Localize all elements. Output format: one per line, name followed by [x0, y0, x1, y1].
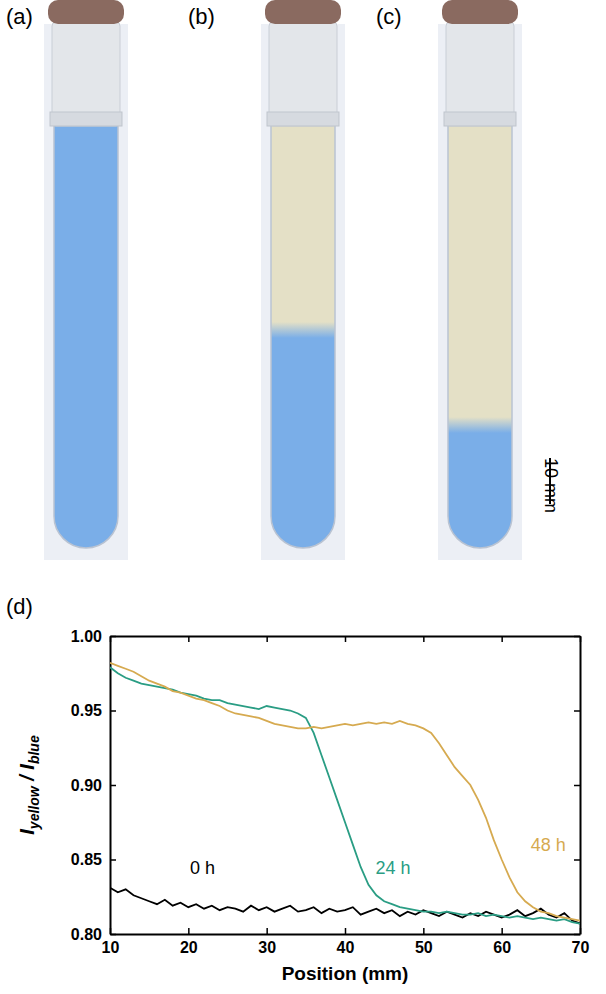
axis: 0.80 0.85 0.90 0.95 1.00 — [71, 628, 116, 943]
tick-mark — [574, 636, 580, 638]
photo-panel: (a) — [6, 0, 128, 560]
panel-label: (a) — [6, 4, 33, 29]
tick-mark — [345, 636, 347, 642]
yellow-liquid — [448, 126, 512, 425]
panel-label: (b) — [188, 4, 215, 29]
axis: 10 20 30 40 50 60 70 — [102, 928, 590, 956]
tick: 20 — [180, 928, 198, 956]
tick: 50 — [415, 928, 433, 956]
tick-label: 20 — [180, 939, 198, 956]
tick-mark — [501, 928, 503, 934]
panel-label: (d) — [6, 594, 33, 619]
tick-mark — [110, 636, 116, 638]
series-label: 24 h — [376, 858, 411, 878]
tick: 30 — [258, 928, 276, 956]
yellow-liquid — [271, 126, 335, 330]
tick-mark — [574, 859, 580, 861]
tick — [574, 860, 580, 861]
tick-label: 40 — [337, 939, 355, 956]
tick-mark — [110, 785, 116, 787]
axis — [574, 637, 581, 935]
plot-lines — [110, 663, 580, 924]
tick-mark — [345, 928, 347, 934]
tick: 0.95 — [71, 702, 116, 719]
scale-bar-label: 10 mm — [541, 458, 561, 513]
tick — [267, 636, 268, 642]
interface — [448, 417, 512, 433]
tick-label: 60 — [493, 939, 511, 956]
tick-label: 0.95 — [71, 702, 102, 719]
photo-panel: (b) — [188, 0, 345, 560]
tick-label: 0.80 — [71, 926, 102, 943]
tube-glass — [448, 118, 512, 548]
tick — [188, 636, 189, 642]
tick — [574, 934, 580, 935]
tick-mark — [574, 710, 580, 712]
tick-label: 30 — [258, 939, 276, 956]
tick-label: 0.90 — [71, 777, 102, 794]
photo-panel: (c) — [376, 0, 522, 560]
tick-label: 1.00 — [71, 628, 102, 645]
figure: (a)(b)(c)10 mm(d)102030405060700.800.850… — [0, 0, 606, 994]
holder-ring — [444, 112, 516, 126]
tick-mark — [188, 636, 190, 642]
tick-label: 10 — [102, 939, 120, 956]
tick — [574, 636, 580, 637]
tick-mark — [266, 636, 268, 642]
finger — [48, 0, 124, 24]
tick-mark — [574, 934, 580, 936]
tick-mark — [110, 934, 116, 936]
data-line — [110, 667, 580, 923]
tube-holder — [269, 22, 337, 126]
tick — [574, 711, 580, 712]
tick-mark — [574, 785, 580, 787]
holder-ring — [267, 112, 339, 126]
x-axis-title: Position (mm) — [282, 963, 409, 984]
tick-mark — [423, 636, 425, 642]
tick-mark — [188, 928, 190, 934]
tick — [502, 636, 503, 642]
series-label: 0 h — [190, 858, 215, 878]
tube-glass — [54, 118, 118, 548]
tick: 0.80 — [71, 926, 116, 943]
y-axis-title: Iyellow / Iblue — [16, 735, 42, 835]
series-label: 48 h — [531, 835, 566, 855]
tick-label: 0.85 — [71, 851, 102, 868]
tube-holder — [52, 22, 120, 126]
tick-mark — [110, 710, 116, 712]
tick — [574, 785, 580, 786]
blue-liquid — [271, 338, 335, 556]
panel-label: (c) — [376, 4, 402, 29]
tick: 0.85 — [71, 851, 116, 868]
tube-liquid — [448, 126, 512, 556]
tick: 40 — [337, 928, 355, 956]
blue-liquid — [448, 433, 512, 556]
tick-mark — [423, 928, 425, 934]
tick-mark — [110, 859, 116, 861]
interface — [271, 322, 335, 338]
data-line — [110, 663, 580, 921]
tick-label: 50 — [415, 939, 433, 956]
tick-mark — [266, 928, 268, 934]
axis — [111, 636, 581, 642]
tick — [423, 636, 424, 642]
finger — [265, 0, 341, 24]
tick-label: 70 — [572, 939, 590, 956]
tick: 0.90 — [71, 777, 116, 794]
tube-holder — [446, 22, 514, 126]
tick — [345, 636, 346, 642]
finger — [442, 0, 518, 24]
blue-liquid — [54, 126, 118, 548]
tick: 1.00 — [71, 628, 116, 645]
tube-liquid — [271, 126, 335, 556]
tube-liquid — [54, 126, 118, 548]
tick-mark — [501, 636, 503, 642]
tick: 60 — [493, 928, 511, 956]
tube-glass — [271, 118, 335, 548]
holder-ring — [50, 112, 122, 126]
